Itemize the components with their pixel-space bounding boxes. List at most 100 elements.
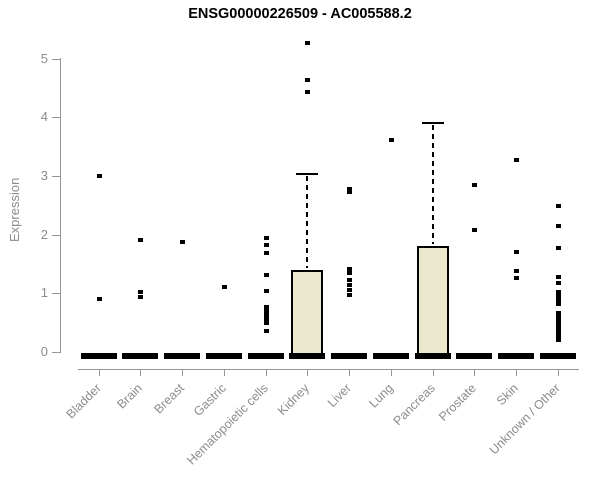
- chart-title: ENSG00000226509 - AC005588.2: [188, 6, 412, 22]
- data-point: [555, 204, 561, 209]
- y-tick: [52, 58, 60, 60]
- data-point: [347, 266, 352, 271]
- data-point: [347, 293, 352, 298]
- data-point: [555, 280, 561, 285]
- y-tick: [52, 117, 60, 119]
- y-tick-label: 5: [40, 50, 48, 66]
- data-point: [555, 223, 561, 228]
- data-point: [305, 41, 311, 46]
- y-tick-label: 1: [40, 285, 48, 301]
- y-tick-label: 0: [40, 344, 48, 359]
- y-axis-line: [60, 58, 61, 353]
- data-point: [305, 89, 311, 94]
- data-point: [263, 236, 269, 241]
- data-point: [263, 313, 269, 318]
- x-tick: [265, 369, 267, 376]
- data-point: [96, 173, 102, 178]
- box: [291, 270, 324, 355]
- data-point: [555, 338, 561, 343]
- data-point: [347, 271, 352, 276]
- data-point: [180, 239, 185, 244]
- data-point: [347, 190, 352, 195]
- median-bar: [414, 353, 451, 359]
- median-bar: [289, 353, 326, 359]
- data-point: [472, 182, 478, 187]
- data-point: [514, 276, 519, 281]
- data-point: [555, 331, 561, 336]
- data-point: [555, 298, 561, 303]
- data-point: [263, 308, 269, 313]
- data-point: [263, 288, 269, 293]
- median-bar: [331, 353, 367, 359]
- x-tick: [98, 369, 100, 376]
- y-tick: [52, 234, 60, 236]
- median-bar: [164, 353, 200, 359]
- data-point: [514, 250, 519, 255]
- data-point: [347, 278, 352, 283]
- box: [416, 246, 449, 355]
- data-point: [555, 325, 561, 330]
- data-point: [263, 304, 269, 309]
- median-bar: [456, 353, 493, 359]
- x-tick: [390, 369, 392, 376]
- data-point: [263, 317, 269, 322]
- data-point: [555, 290, 561, 295]
- data-point: [305, 78, 311, 83]
- median-bar: [205, 353, 242, 359]
- x-tick: [307, 369, 309, 376]
- y-tick: [52, 352, 60, 353]
- data-point: [263, 328, 269, 333]
- data-point: [96, 297, 102, 302]
- median-bar: [80, 353, 117, 359]
- median-bar: [372, 353, 409, 359]
- data-point: [555, 334, 561, 339]
- whisker-cap: [296, 172, 319, 175]
- whisker-cap: [421, 122, 444, 125]
- data-point: [555, 328, 561, 333]
- x-tick: [557, 369, 559, 376]
- y-tick: [52, 293, 60, 295]
- data-point: [555, 245, 561, 250]
- x-tick: [516, 369, 517, 376]
- data-point: [263, 321, 269, 326]
- y-tick-label: 4: [40, 109, 48, 125]
- x-tick: [223, 369, 225, 376]
- whisker: [306, 175, 309, 269]
- data-point: [263, 251, 269, 256]
- x-tick: [182, 369, 183, 376]
- y-tick-label: 2: [40, 226, 48, 242]
- data-point: [138, 294, 144, 299]
- data-point: [472, 228, 478, 233]
- data-point: [555, 294, 561, 299]
- data-point: [347, 186, 352, 191]
- data-point: [347, 283, 352, 288]
- x-tick: [432, 369, 434, 376]
- median-bar: [122, 353, 159, 359]
- data-point: [555, 301, 561, 306]
- data-point: [555, 274, 561, 279]
- data-point: [263, 272, 269, 277]
- data-point: [263, 242, 269, 247]
- x-tick: [140, 369, 142, 376]
- data-point: [388, 137, 394, 142]
- y-tick-label: 3: [40, 167, 48, 183]
- data-point: [347, 288, 352, 293]
- data-point: [138, 290, 144, 295]
- data-point: [138, 238, 144, 243]
- data-point: [555, 320, 561, 325]
- data-point: [555, 314, 561, 319]
- whisker: [431, 125, 434, 245]
- data-point: [555, 311, 561, 316]
- data-point: [555, 322, 561, 327]
- data-point: [555, 317, 561, 322]
- x-tick: [349, 369, 350, 376]
- data-point: [514, 268, 519, 273]
- median-bar: [247, 353, 284, 359]
- x-axis-line: [78, 369, 579, 370]
- median-bar: [498, 353, 534, 359]
- data-point: [221, 285, 227, 290]
- data-point: [514, 158, 519, 163]
- y-tick: [52, 175, 60, 177]
